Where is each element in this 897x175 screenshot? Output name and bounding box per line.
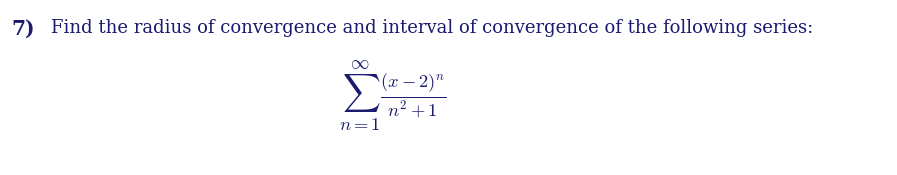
Text: Find the radius of convergence and interval of convergence of the following seri: Find the radius of convergence and inter… <box>51 19 813 37</box>
Text: 7): 7) <box>12 19 35 39</box>
Text: $\sum_{n=1}^{\infty} \frac{(x-2)^{n}}{n^{2}+1}$: $\sum_{n=1}^{\infty} \frac{(x-2)^{n}}{n^… <box>339 58 447 134</box>
